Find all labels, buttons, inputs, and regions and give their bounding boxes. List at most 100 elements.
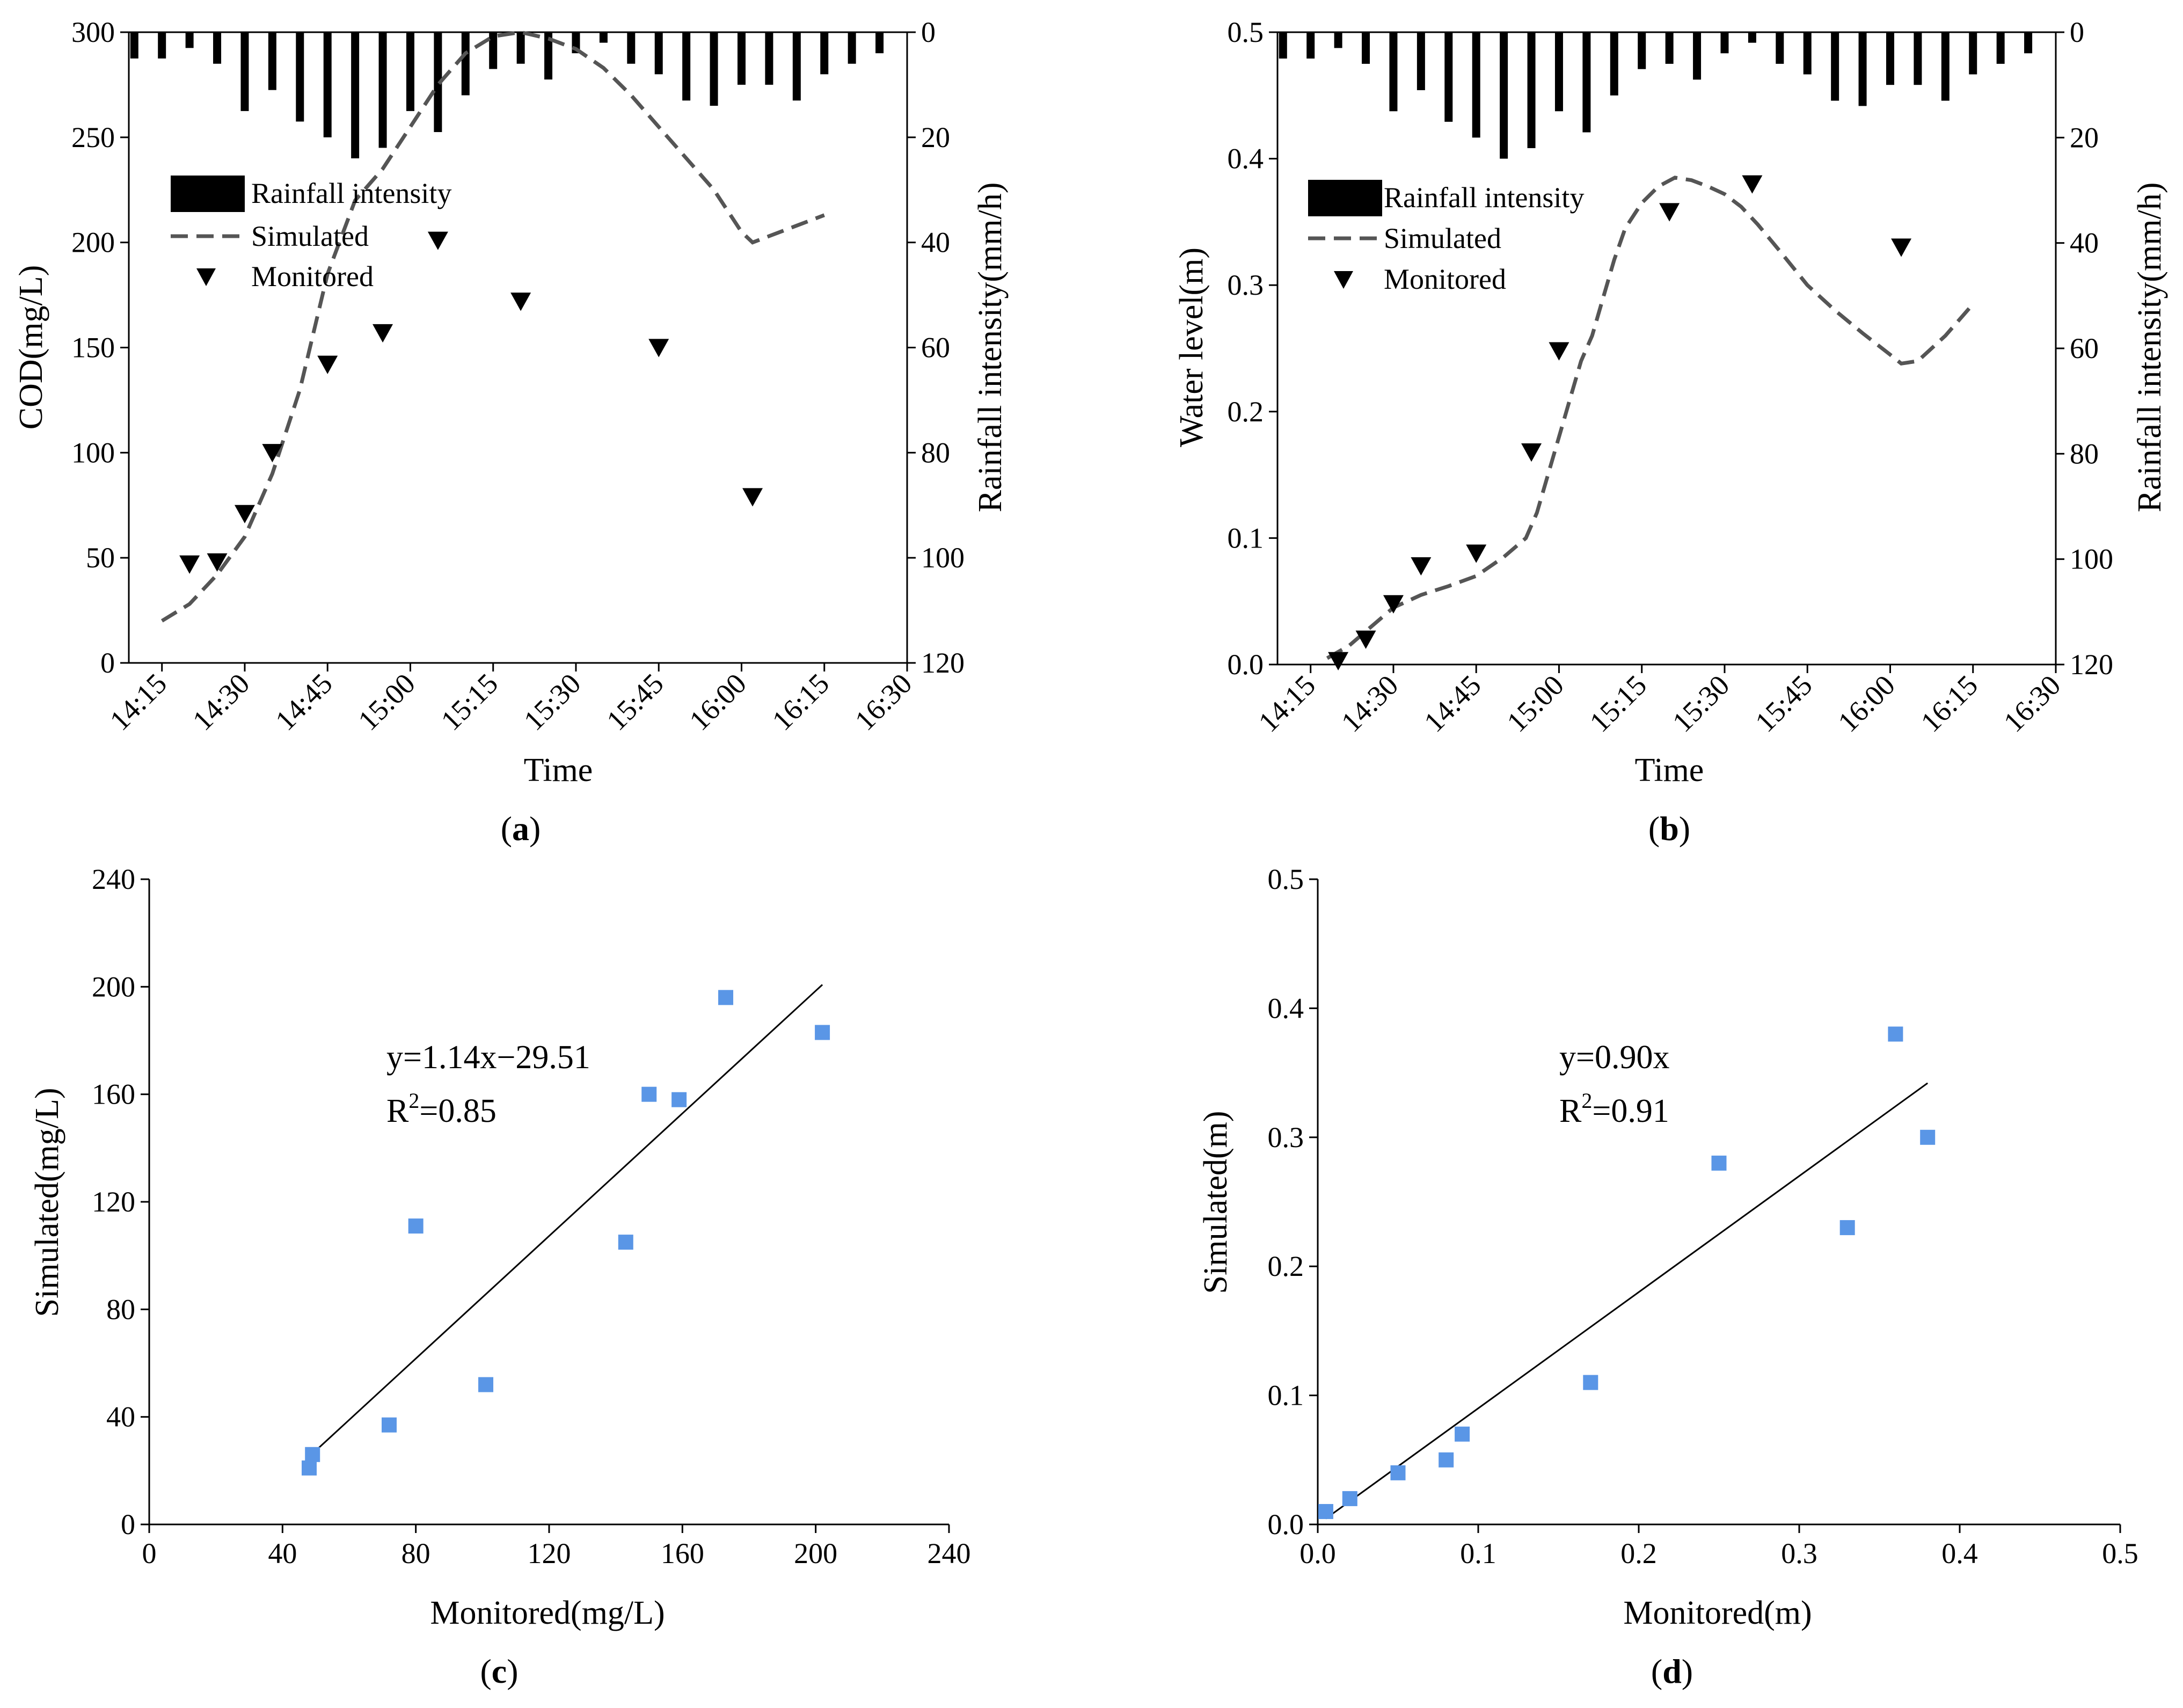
monitored-points bbox=[179, 231, 763, 574]
y-tick-label: 0.0 bbox=[1228, 648, 1264, 681]
y2-tick-label: 120 bbox=[921, 647, 965, 679]
y2-tick-label: 0 bbox=[921, 16, 936, 48]
plot-frame bbox=[128, 31, 908, 664]
monitored-point bbox=[1328, 652, 1349, 670]
x-tick-label: 15:00 bbox=[1501, 669, 1570, 738]
x-tick-label: 16:15 bbox=[766, 667, 835, 736]
y2-tick-label: 0 bbox=[2070, 16, 2084, 48]
rainfall-bar bbox=[268, 32, 276, 90]
rainfall-bar bbox=[1996, 32, 2005, 64]
rainfall-bar bbox=[1969, 32, 1977, 75]
legend-monitored-marker bbox=[196, 268, 216, 286]
y-tick-label: 150 bbox=[71, 332, 115, 364]
rainfall-bar bbox=[765, 32, 773, 85]
y2-tick-label: 40 bbox=[2070, 227, 2099, 259]
scatter-point bbox=[1839, 1220, 1855, 1236]
x-tick-label: 0.4 bbox=[1941, 1537, 1978, 1570]
panel-b-water-level-timeseries: 0.0 0.1 0.2 0.3 0.4 0.5 0 20 40 60 80 100 120 14:15… bbox=[1173, 16, 2168, 848]
regression-line bbox=[1325, 1082, 1929, 1520]
x-tick-label: 15:30 bbox=[517, 667, 587, 736]
x-axis-label: Monitored(m) bbox=[1623, 1595, 1812, 1631]
y-tick-label: 160 bbox=[92, 1078, 135, 1111]
y-tick-label: 240 bbox=[92, 863, 135, 895]
rainfall-bar bbox=[820, 32, 829, 75]
rainfall-bar bbox=[323, 32, 332, 137]
regression-equation: y=0.90x bbox=[1559, 1039, 1669, 1076]
legend-rainfall-label: Rainfall intensity bbox=[251, 177, 451, 209]
monitored-point bbox=[1742, 175, 1763, 194]
rainfall-bar bbox=[1748, 32, 1756, 43]
rainfall-bar bbox=[1720, 32, 1729, 54]
r2-prefix: R bbox=[386, 1093, 409, 1129]
monitored-point bbox=[373, 324, 393, 343]
x-tick-label: 200 bbox=[794, 1537, 837, 1570]
caption-letter: d bbox=[1662, 1652, 1682, 1690]
scatter-point bbox=[305, 1447, 320, 1462]
monitored-point bbox=[207, 553, 228, 572]
panel-caption: (a) bbox=[501, 809, 541, 848]
legend-simulated-label: Simulated bbox=[1384, 222, 1501, 254]
x-tick-label: 40 bbox=[268, 1537, 297, 1570]
rainfall-bar bbox=[1858, 32, 1867, 106]
y-tick-label: 0.0 bbox=[1268, 1508, 1304, 1541]
scatter-points bbox=[302, 990, 830, 1476]
x-axis-label: Time bbox=[1635, 752, 1704, 789]
rainfall-bar bbox=[1886, 32, 1894, 85]
r-squared: R2=0.85 bbox=[386, 1089, 497, 1129]
x-tick-label: 240 bbox=[928, 1537, 971, 1570]
y2-tick-label: 60 bbox=[2070, 332, 2099, 364]
rainfall-bar bbox=[544, 32, 553, 80]
scatter-point bbox=[408, 1218, 424, 1234]
rainfall-bars bbox=[130, 32, 884, 158]
x-tick-label: 14:30 bbox=[186, 667, 255, 736]
y2-tick-label: 20 bbox=[921, 121, 950, 154]
simulated-line bbox=[160, 30, 825, 623]
x-tick-label: 14:30 bbox=[1335, 669, 1404, 738]
rainfall-bar bbox=[378, 32, 387, 148]
rainfall-bar bbox=[1554, 32, 1563, 112]
y-tick-label: 250 bbox=[71, 121, 115, 154]
scatter-point bbox=[302, 1460, 317, 1476]
y2-axis-ticks: 0 20 40 60 80 100 120 bbox=[907, 16, 965, 679]
axes bbox=[148, 879, 949, 1525]
x-tick-label: 0.5 bbox=[2102, 1537, 2138, 1570]
legend: Rainfall intensity Simulated Monitored bbox=[171, 176, 451, 293]
plot-frame bbox=[1276, 31, 2057, 666]
panel-d-water-level-scatter: 0.0 0.1 0.2 0.3 0.4 0.5 0.0 0.1 0.2 0.3 0.4 0.5 y=… bbox=[1198, 863, 2138, 1690]
rainfall-bar bbox=[2024, 32, 2033, 54]
y-tick-label: 0.5 bbox=[1228, 16, 1264, 48]
rainfall-bar bbox=[1334, 32, 1342, 48]
rainfall-bar bbox=[627, 32, 636, 64]
x-tick-label: 16:30 bbox=[1997, 669, 2067, 738]
y2-tick-label: 60 bbox=[921, 332, 950, 364]
rainfall-bar bbox=[875, 32, 884, 54]
x-tick-label: 16:30 bbox=[849, 667, 918, 736]
rainfall-bar bbox=[737, 32, 746, 85]
monitored-points bbox=[1328, 175, 1912, 670]
rainfall-bar bbox=[1665, 32, 1674, 64]
y2-tick-label: 80 bbox=[2070, 437, 2099, 470]
panel-a-cod-timeseries: 0 50 100 150 200 250 300 0 20 40 60 80 100 120 14:15… bbox=[13, 16, 1009, 848]
rainfall-bar bbox=[1803, 32, 1812, 75]
y-tick-label: 0.4 bbox=[1228, 143, 1264, 175]
rainfall-bar bbox=[1444, 32, 1453, 122]
y-tick-label: 0.3 bbox=[1228, 269, 1264, 301]
monitored-point bbox=[317, 355, 338, 374]
monitored-point bbox=[262, 444, 283, 463]
y-axis-label: Simulated(m) bbox=[1198, 1111, 1234, 1294]
monitored-point bbox=[1383, 595, 1404, 614]
y2-tick-label: 20 bbox=[2070, 121, 2099, 154]
rainfall-bar bbox=[654, 32, 663, 75]
x-tick-label: 0.0 bbox=[1299, 1537, 1336, 1570]
scatter-point bbox=[1455, 1426, 1470, 1442]
legend-monitored-label: Monitored bbox=[1384, 263, 1506, 295]
y-tick-label: 0.1 bbox=[1268, 1379, 1304, 1412]
y-tick-label: 0.1 bbox=[1228, 522, 1264, 554]
panel-caption: (d) bbox=[1651, 1652, 1693, 1690]
rainfall-bar bbox=[240, 32, 249, 111]
x-tick-label: 15:15 bbox=[1583, 669, 1653, 738]
x-axis-ticks: 0 40 80 120 160 200 240 bbox=[142, 1524, 971, 1570]
monitored-point bbox=[179, 555, 200, 574]
x-tick-label: 15:45 bbox=[600, 667, 669, 736]
